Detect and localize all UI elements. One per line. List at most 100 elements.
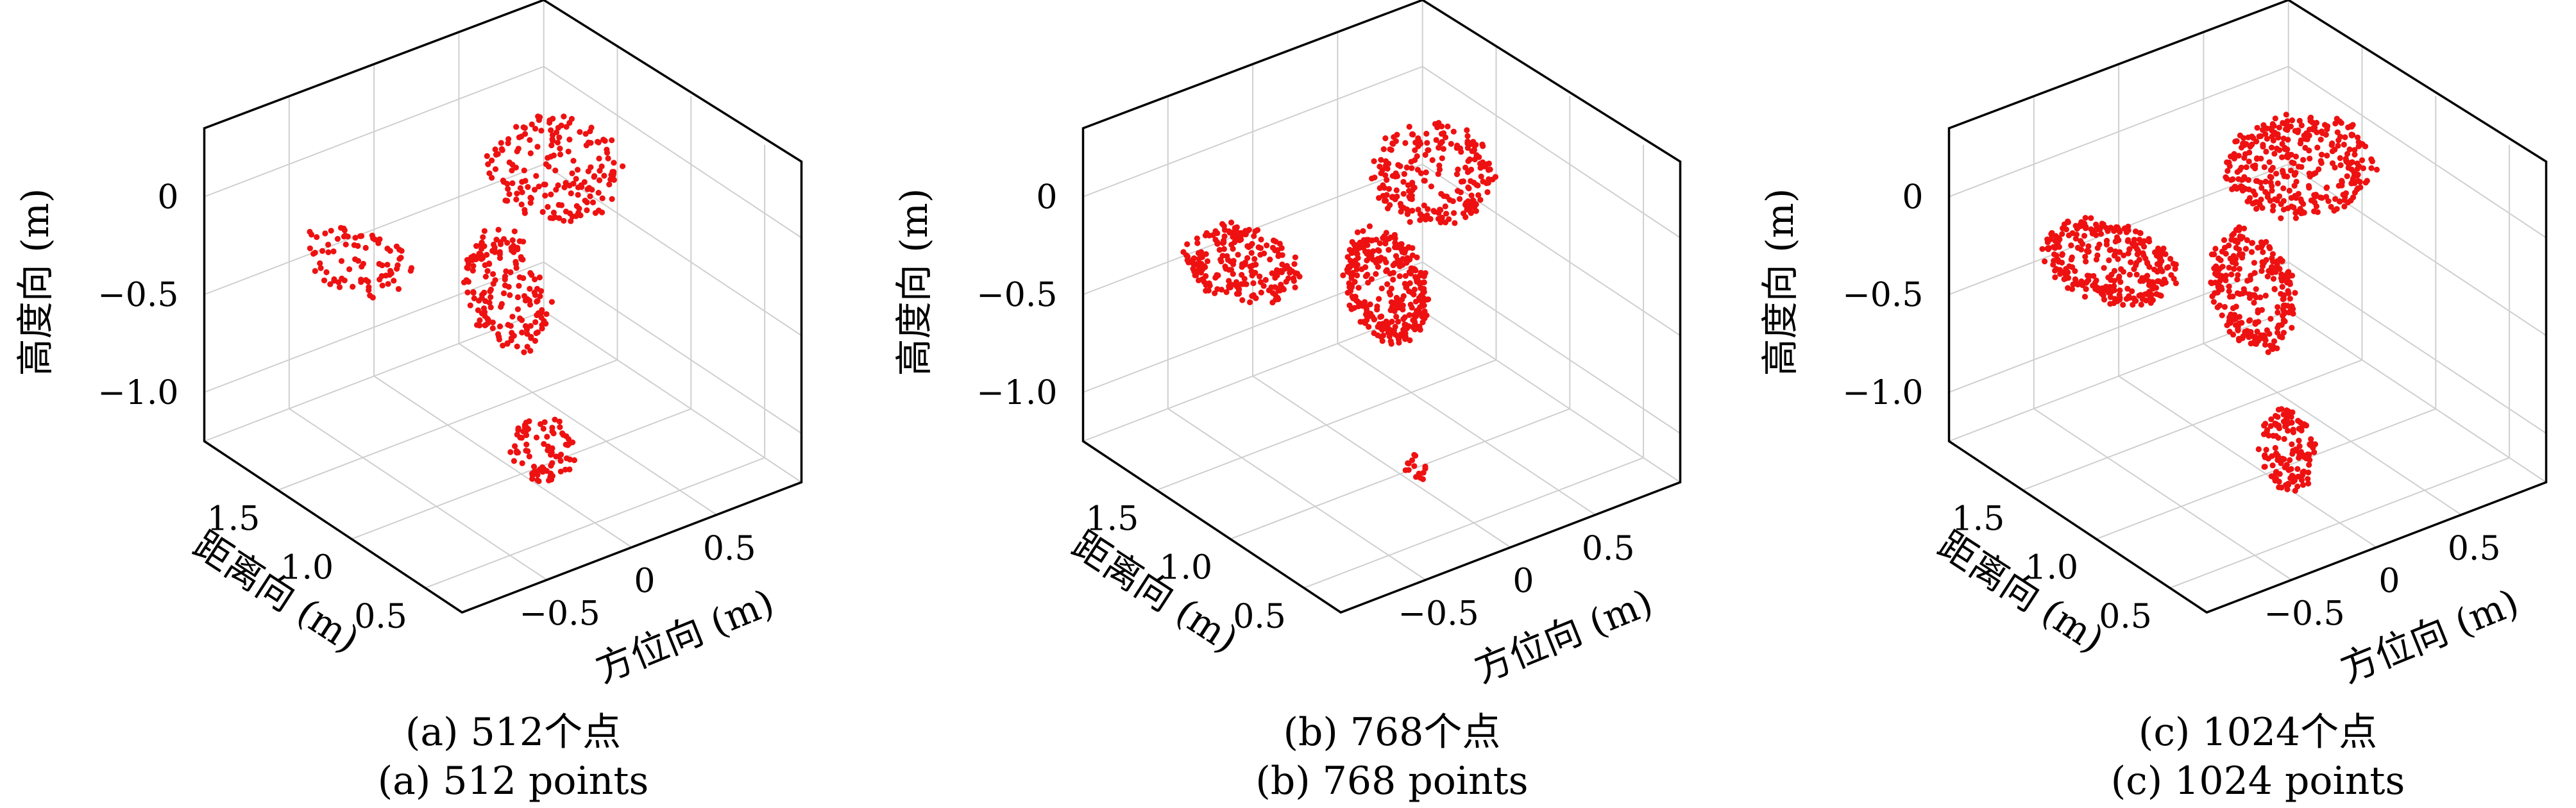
data-point <box>1294 271 1301 277</box>
data-point <box>2311 208 2318 215</box>
data-point <box>2284 486 2291 492</box>
data-point <box>337 224 344 231</box>
data-point <box>1450 128 1457 135</box>
data-point <box>2323 185 2330 191</box>
data-point <box>1427 215 1434 223</box>
data-point <box>1226 228 1232 235</box>
grid-z-line <box>2288 261 2547 434</box>
data-point <box>369 294 376 301</box>
data-point <box>2270 203 2276 209</box>
data-point <box>1392 324 1398 330</box>
data-point <box>2140 250 2146 257</box>
data-point <box>491 244 498 251</box>
data-point <box>1366 223 1373 230</box>
data-point <box>2082 253 2089 260</box>
data-point <box>396 256 403 262</box>
data-point <box>1389 194 1396 200</box>
data-point <box>1405 467 1412 473</box>
data-point <box>2314 129 2320 135</box>
data-point <box>552 416 558 423</box>
data-point <box>2258 185 2265 191</box>
data-point <box>2065 219 2071 226</box>
data-point <box>1453 145 1460 151</box>
data-point <box>568 218 574 224</box>
data-point <box>319 248 326 254</box>
data-point <box>1442 203 1448 210</box>
data-point <box>561 114 567 120</box>
data-point <box>1468 192 1475 199</box>
data-point <box>2278 322 2285 328</box>
data-point <box>1190 265 1196 272</box>
data-point <box>2307 457 2313 463</box>
data-point <box>2133 271 2140 278</box>
data-point <box>2239 234 2246 240</box>
data-point <box>2373 166 2380 173</box>
data-point <box>1377 314 1384 320</box>
data-point <box>2241 225 2248 231</box>
data-point <box>1454 188 1461 194</box>
data-point <box>503 268 509 274</box>
data-point <box>2103 238 2110 244</box>
data-point <box>1405 182 1411 189</box>
data-point <box>2170 260 2176 267</box>
data-point <box>1239 297 1246 303</box>
x-axis-label: 方位向 (m) <box>2334 580 2525 691</box>
data-point <box>1473 208 1479 214</box>
data-point <box>2359 157 2366 164</box>
data-point <box>1400 179 1407 185</box>
data-point <box>1269 270 1275 276</box>
data-point <box>596 177 603 183</box>
data-point <box>538 421 544 428</box>
grid-y-line <box>1156 359 1496 491</box>
data-point <box>582 131 589 137</box>
data-point <box>2280 135 2287 142</box>
data-point <box>539 464 546 471</box>
data-point <box>527 323 534 329</box>
data-point <box>2284 273 2290 279</box>
data-point <box>366 287 372 294</box>
x-tick-label: 0 <box>634 562 655 601</box>
x-tick-label: 0 <box>1513 562 1534 601</box>
data-point <box>2346 160 2352 166</box>
data-point <box>352 235 359 241</box>
data-point <box>1241 281 1247 287</box>
data-point <box>2085 243 2092 249</box>
data-point <box>2117 287 2123 294</box>
data-point <box>2344 151 2351 157</box>
data-point <box>1402 248 1409 254</box>
x-tick-label: 0.5 <box>1582 530 1635 568</box>
x-tick-label: −0.5 <box>2264 594 2344 633</box>
data-point <box>1417 304 1423 310</box>
data-point <box>504 181 511 187</box>
data-point <box>504 341 511 347</box>
data-point <box>2268 144 2275 151</box>
data-point <box>2258 196 2264 203</box>
data-point <box>2300 201 2307 207</box>
data-point <box>2219 264 2226 270</box>
data-point <box>2226 288 2232 294</box>
data-point <box>538 128 545 134</box>
data-point <box>2261 164 2267 171</box>
data-point <box>559 430 566 437</box>
data-point <box>577 129 583 135</box>
data-point <box>1364 317 1370 323</box>
data-point <box>2208 280 2215 287</box>
data-point <box>2262 131 2269 137</box>
data-point <box>2329 140 2335 147</box>
data-point <box>2132 228 2139 235</box>
data-point <box>1386 235 1393 242</box>
data-point <box>343 241 349 248</box>
data-point <box>2251 299 2257 306</box>
data-point <box>529 470 536 477</box>
data-point <box>534 144 541 150</box>
data-point <box>574 167 581 173</box>
grid-y-line <box>2096 408 2436 540</box>
data-point <box>527 348 534 354</box>
x-axis-label: 方位向 (m) <box>589 580 780 691</box>
data-point <box>1184 241 1191 248</box>
data-point <box>1405 244 1412 250</box>
data-point <box>1395 336 1402 342</box>
data-point <box>2337 155 2343 162</box>
data-point <box>2262 292 2269 299</box>
data-point <box>2318 151 2325 158</box>
